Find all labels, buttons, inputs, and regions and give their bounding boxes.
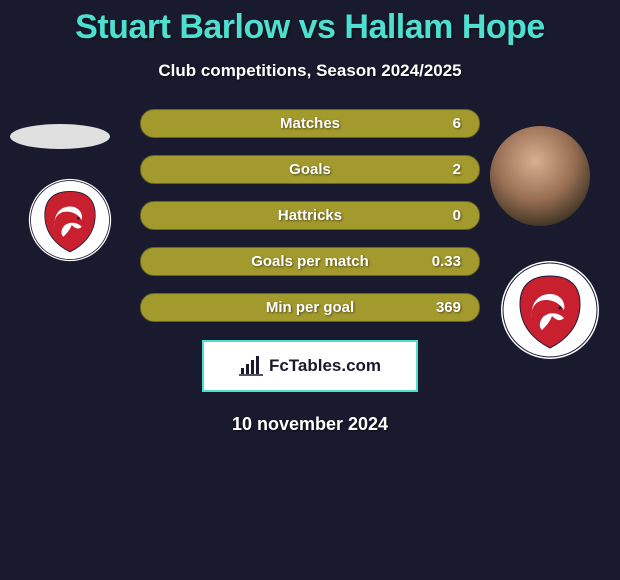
season-subtitle: Club competitions, Season 2024/2025 bbox=[0, 61, 620, 81]
stat-row: Matches 6 bbox=[140, 109, 480, 138]
stat-value: 369 bbox=[436, 299, 461, 316]
stat-row: Goals per match 0.33 bbox=[140, 247, 480, 276]
logo-text: FcTables.com bbox=[269, 356, 381, 376]
stat-value: 0 bbox=[453, 207, 461, 224]
comparison-title: Stuart Barlow vs Hallam Hope bbox=[0, 0, 620, 47]
bar-chart-icon bbox=[239, 356, 263, 376]
stat-row: Min per goal 369 bbox=[140, 293, 480, 322]
snapshot-date: 10 november 2024 bbox=[0, 414, 620, 435]
stat-value: 6 bbox=[453, 115, 461, 132]
stat-label: Goals per match bbox=[251, 253, 369, 270]
stat-bars: Matches 6 Goals 2 Hattricks 0 Goals per … bbox=[140, 109, 480, 322]
stat-row: Hattricks 0 bbox=[140, 201, 480, 230]
stat-label: Hattricks bbox=[278, 207, 342, 224]
stat-value: 2 bbox=[453, 161, 461, 178]
fctables-logo: FcTables.com bbox=[202, 340, 418, 392]
stat-row: Goals 2 bbox=[140, 155, 480, 184]
stat-label: Goals bbox=[289, 161, 331, 178]
stat-value: 0.33 bbox=[432, 253, 461, 270]
stat-label: Matches bbox=[280, 115, 340, 132]
stat-label: Min per goal bbox=[266, 299, 354, 316]
stats-container: Matches 6 Goals 2 Hattricks 0 Goals per … bbox=[0, 109, 620, 435]
